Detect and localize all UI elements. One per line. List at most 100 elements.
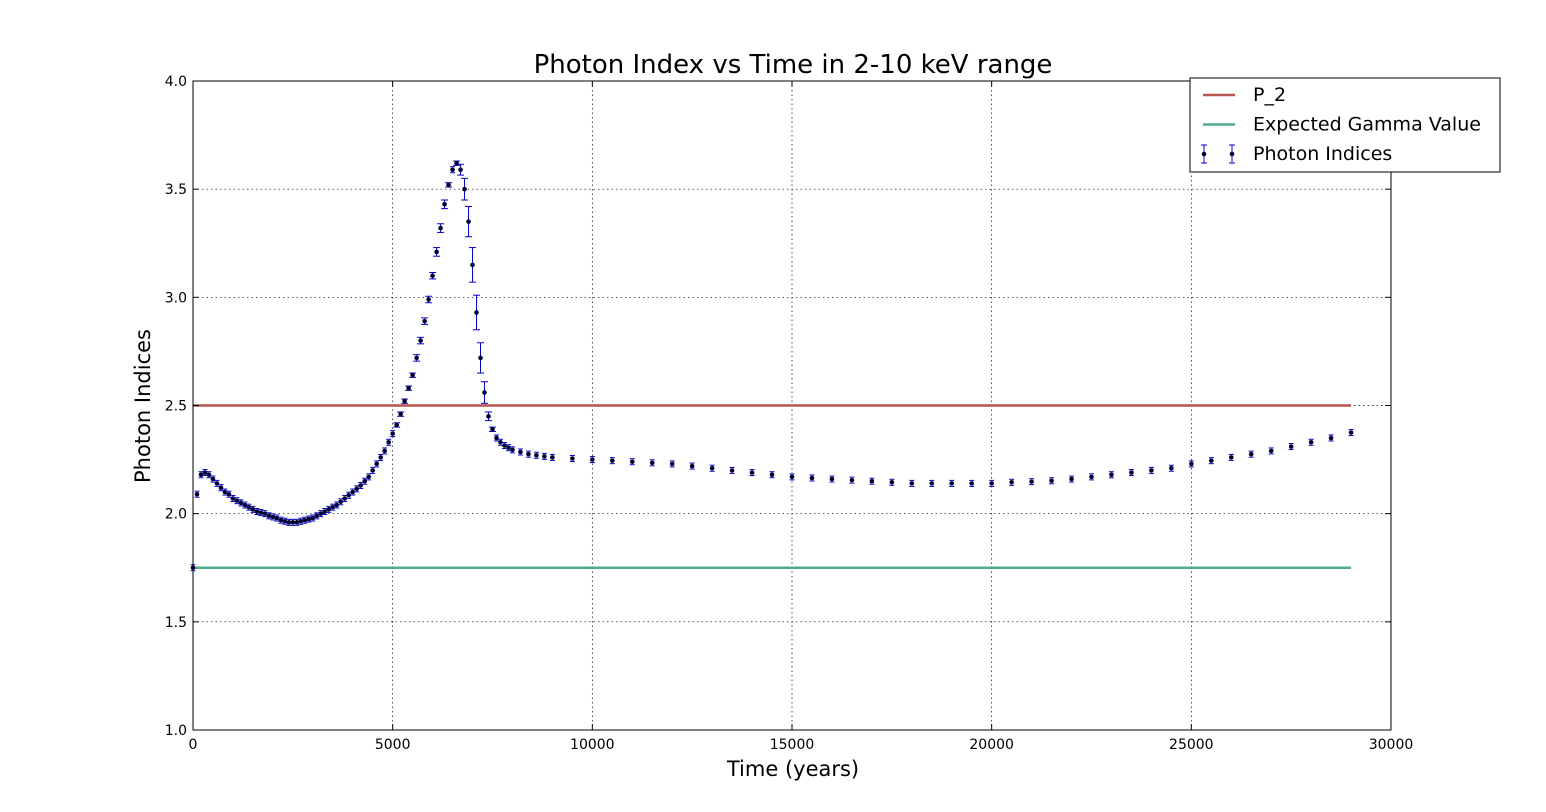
- x-axis: 0 5000 10000 15000 20000 25000 30000: [189, 81, 1414, 753]
- x-tick-label: 30000: [1369, 737, 1414, 753]
- y-tick-label: 3.0: [165, 290, 187, 306]
- data-point: [689, 463, 695, 469]
- data-point: [406, 385, 411, 391]
- data-point: [490, 426, 495, 432]
- data-point: [550, 455, 555, 460]
- data-point: [362, 478, 368, 484]
- legend: P_2 Expected Gamma Value Photon Indices: [1189, 77, 1501, 173]
- data-point: [1069, 476, 1074, 482]
- data-point: [226, 491, 232, 497]
- data-point: [498, 439, 503, 445]
- data-point: [470, 262, 475, 268]
- data-point: [629, 459, 635, 465]
- data-point: [518, 449, 523, 455]
- data-point: [330, 504, 336, 510]
- data-point: [1288, 444, 1294, 449]
- data-point: [474, 310, 479, 315]
- data-point: [286, 520, 292, 525]
- data-point: [494, 435, 499, 441]
- data-point: [450, 167, 455, 172]
- x-tick-label: 15000: [770, 737, 815, 753]
- data-point: [254, 509, 260, 514]
- y-axis: 1.0 1.5 2.0 2.5 3.0 3.5 4.0: [165, 74, 1391, 739]
- data-point: [446, 182, 451, 188]
- legend-box: [1189, 77, 1501, 173]
- data-point: [306, 516, 312, 522]
- data-point: [1089, 474, 1094, 480]
- data-point: [534, 452, 539, 458]
- data-point: [370, 468, 376, 473]
- data-point: [426, 297, 431, 302]
- data-point: [1029, 479, 1034, 484]
- data-point: [410, 372, 415, 378]
- x-tick-label: 10000: [570, 737, 615, 753]
- data-point: [1308, 439, 1314, 445]
- data-point: [350, 489, 356, 495]
- data-point: [278, 517, 284, 523]
- y-tick-label: 3.5: [165, 182, 187, 198]
- x-tick-label: 20000: [969, 737, 1014, 753]
- data-point: [210, 476, 216, 482]
- data-point: [526, 451, 531, 457]
- data-point: [238, 500, 244, 506]
- data-point: [462, 186, 467, 192]
- data-point: [649, 460, 655, 466]
- data-point: [454, 160, 459, 166]
- data-point: [570, 456, 575, 461]
- data-point: [590, 457, 595, 462]
- data-point: [438, 225, 443, 231]
- y-axis-title: Photon Indices: [131, 329, 155, 483]
- data-point: [486, 414, 491, 419]
- data-point: [1009, 479, 1014, 485]
- data-point: [338, 499, 344, 505]
- legend-item-expected-gamma-label: Expected Gamma Value: [1253, 114, 1481, 136]
- data-point: [310, 515, 316, 521]
- data-point: [302, 517, 308, 523]
- data-point: [729, 468, 735, 473]
- data-point: [418, 338, 423, 343]
- data-point: [270, 514, 276, 520]
- data-point: [1149, 468, 1154, 473]
- legend-marker: [1229, 151, 1235, 157]
- data-point: [386, 439, 391, 445]
- data-point: [246, 504, 252, 510]
- data-point: [234, 498, 240, 503]
- data-point: [542, 454, 547, 459]
- data-point: [482, 390, 487, 395]
- data-point: [829, 476, 835, 482]
- data-point: [989, 481, 994, 486]
- data-point: [929, 481, 935, 486]
- data-point: [366, 474, 372, 480]
- y-tick-label: 4.0: [165, 74, 187, 90]
- legend-item-photon-indices-label: Photon Indices: [1253, 143, 1392, 165]
- data-point: [510, 447, 515, 453]
- y-tick-label: 1.0: [165, 723, 187, 739]
- data-point: [382, 448, 387, 454]
- data-point: [342, 496, 348, 501]
- data-point: [1268, 448, 1274, 454]
- data-point: [1348, 430, 1354, 435]
- data-point: [322, 509, 328, 514]
- data-point: [414, 355, 419, 361]
- data-point: [266, 513, 272, 519]
- reference-lines: [193, 404, 1352, 569]
- data-point: [1129, 470, 1134, 475]
- data-point: [206, 472, 212, 478]
- data-points: [190, 160, 1354, 572]
- data-point: [969, 481, 974, 486]
- data-point: [258, 510, 264, 515]
- data-point: [378, 455, 383, 460]
- data-point: [506, 445, 511, 450]
- data-point: [458, 167, 463, 172]
- data-point: [809, 475, 815, 481]
- data-point: [430, 273, 435, 279]
- chart-title: Photon Index vs Time in 2-10 keV range: [534, 50, 1053, 80]
- data-point: [1109, 472, 1114, 478]
- data-point: [789, 474, 795, 480]
- data-point: [502, 443, 507, 448]
- data-point: [198, 472, 204, 478]
- data-point: [250, 507, 256, 512]
- data-point: [442, 202, 447, 207]
- data-point: [1209, 458, 1214, 463]
- y-tick-label: 2.5: [165, 399, 187, 415]
